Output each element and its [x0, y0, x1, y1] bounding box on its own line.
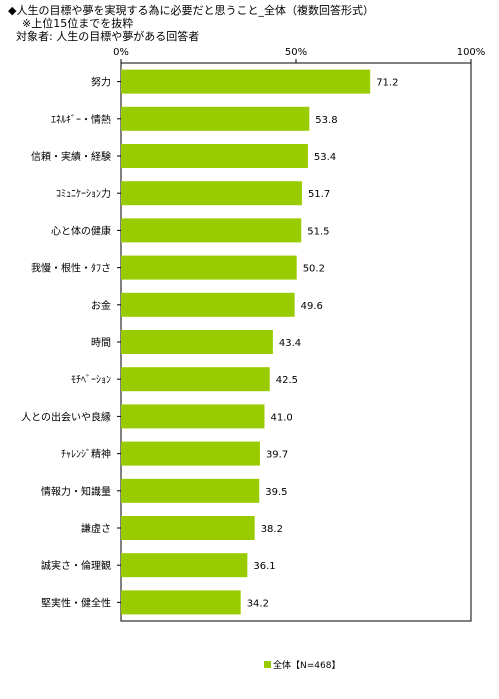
bar	[121, 144, 308, 168]
category-label: ﾓﾁﾍﾞｰｼｮﾝ	[71, 374, 111, 386]
value-label: 49.6	[301, 301, 323, 312]
bar	[121, 292, 295, 317]
value-label: 71.2	[376, 78, 398, 89]
bar	[121, 255, 297, 280]
bar	[121, 367, 270, 392]
bar	[121, 69, 371, 94]
category-label: 時間	[91, 337, 111, 349]
legend-label: 全体【N=468】	[273, 661, 341, 671]
category-label: 信頼・実績・経験	[31, 150, 111, 163]
category-label: 人との出会いや良縁	[21, 410, 111, 423]
bar	[121, 106, 310, 131]
x-tick-label: 50%	[285, 47, 307, 58]
value-label: 51.5	[307, 226, 329, 237]
value-label: 41.0	[271, 412, 293, 423]
bar	[121, 553, 248, 578]
x-tick-label: 100%	[457, 47, 486, 58]
category-label: 情報力・知識量	[41, 485, 111, 498]
bar	[121, 218, 302, 243]
category-label: 誠実さ・倫理観	[41, 559, 111, 572]
chart-title: ◆人生の目標や夢を実現する為に必要だと思うこと_全体（複数回答形式）	[8, 4, 374, 17]
bar	[121, 404, 265, 429]
value-label: 34.2	[247, 598, 269, 609]
value-label: 39.5	[265, 487, 287, 498]
category-label: 努力	[91, 76, 111, 89]
category-label: 心と体の健康	[51, 224, 111, 237]
chart-note: ※上位15位までを抜粋	[22, 17, 134, 30]
chart-target-audience: 対象者: 人生の目標や夢がある回答者	[16, 30, 200, 43]
bar	[121, 516, 255, 540]
value-label: 36.1	[253, 561, 275, 572]
category-label: ﾁｬﾚﾝｼﾞ精神	[61, 448, 111, 461]
category-label: ｴﾈﾙｷﾞｰ・情熱	[51, 113, 111, 126]
value-label: 53.8	[315, 115, 337, 126]
x-tick-label: 0%	[113, 47, 129, 58]
category-label: 謙虚さ	[81, 522, 111, 535]
value-label: 39.7	[266, 450, 288, 461]
legend-swatch	[264, 661, 271, 668]
bar	[121, 330, 273, 354]
value-label: 42.5	[276, 375, 298, 386]
value-label: 53.4	[314, 152, 336, 163]
value-label: 38.2	[261, 524, 283, 535]
bar	[121, 181, 302, 206]
value-label: 50.2	[303, 264, 325, 275]
category-label: ｺﾐｭﾆｹｰｼｮﾝ力	[56, 187, 111, 200]
category-label: お金	[91, 299, 111, 312]
category-label: 堅実性・健全性	[41, 596, 111, 609]
chart-legend: 全体【N=468】	[264, 658, 340, 671]
category-label: 我慢・根性・ﾀﾌさ	[31, 262, 111, 275]
bar	[121, 478, 260, 503]
bar	[121, 590, 241, 615]
value-label: 51.7	[308, 189, 330, 200]
value-label: 43.4	[279, 338, 301, 349]
bar	[121, 441, 260, 466]
